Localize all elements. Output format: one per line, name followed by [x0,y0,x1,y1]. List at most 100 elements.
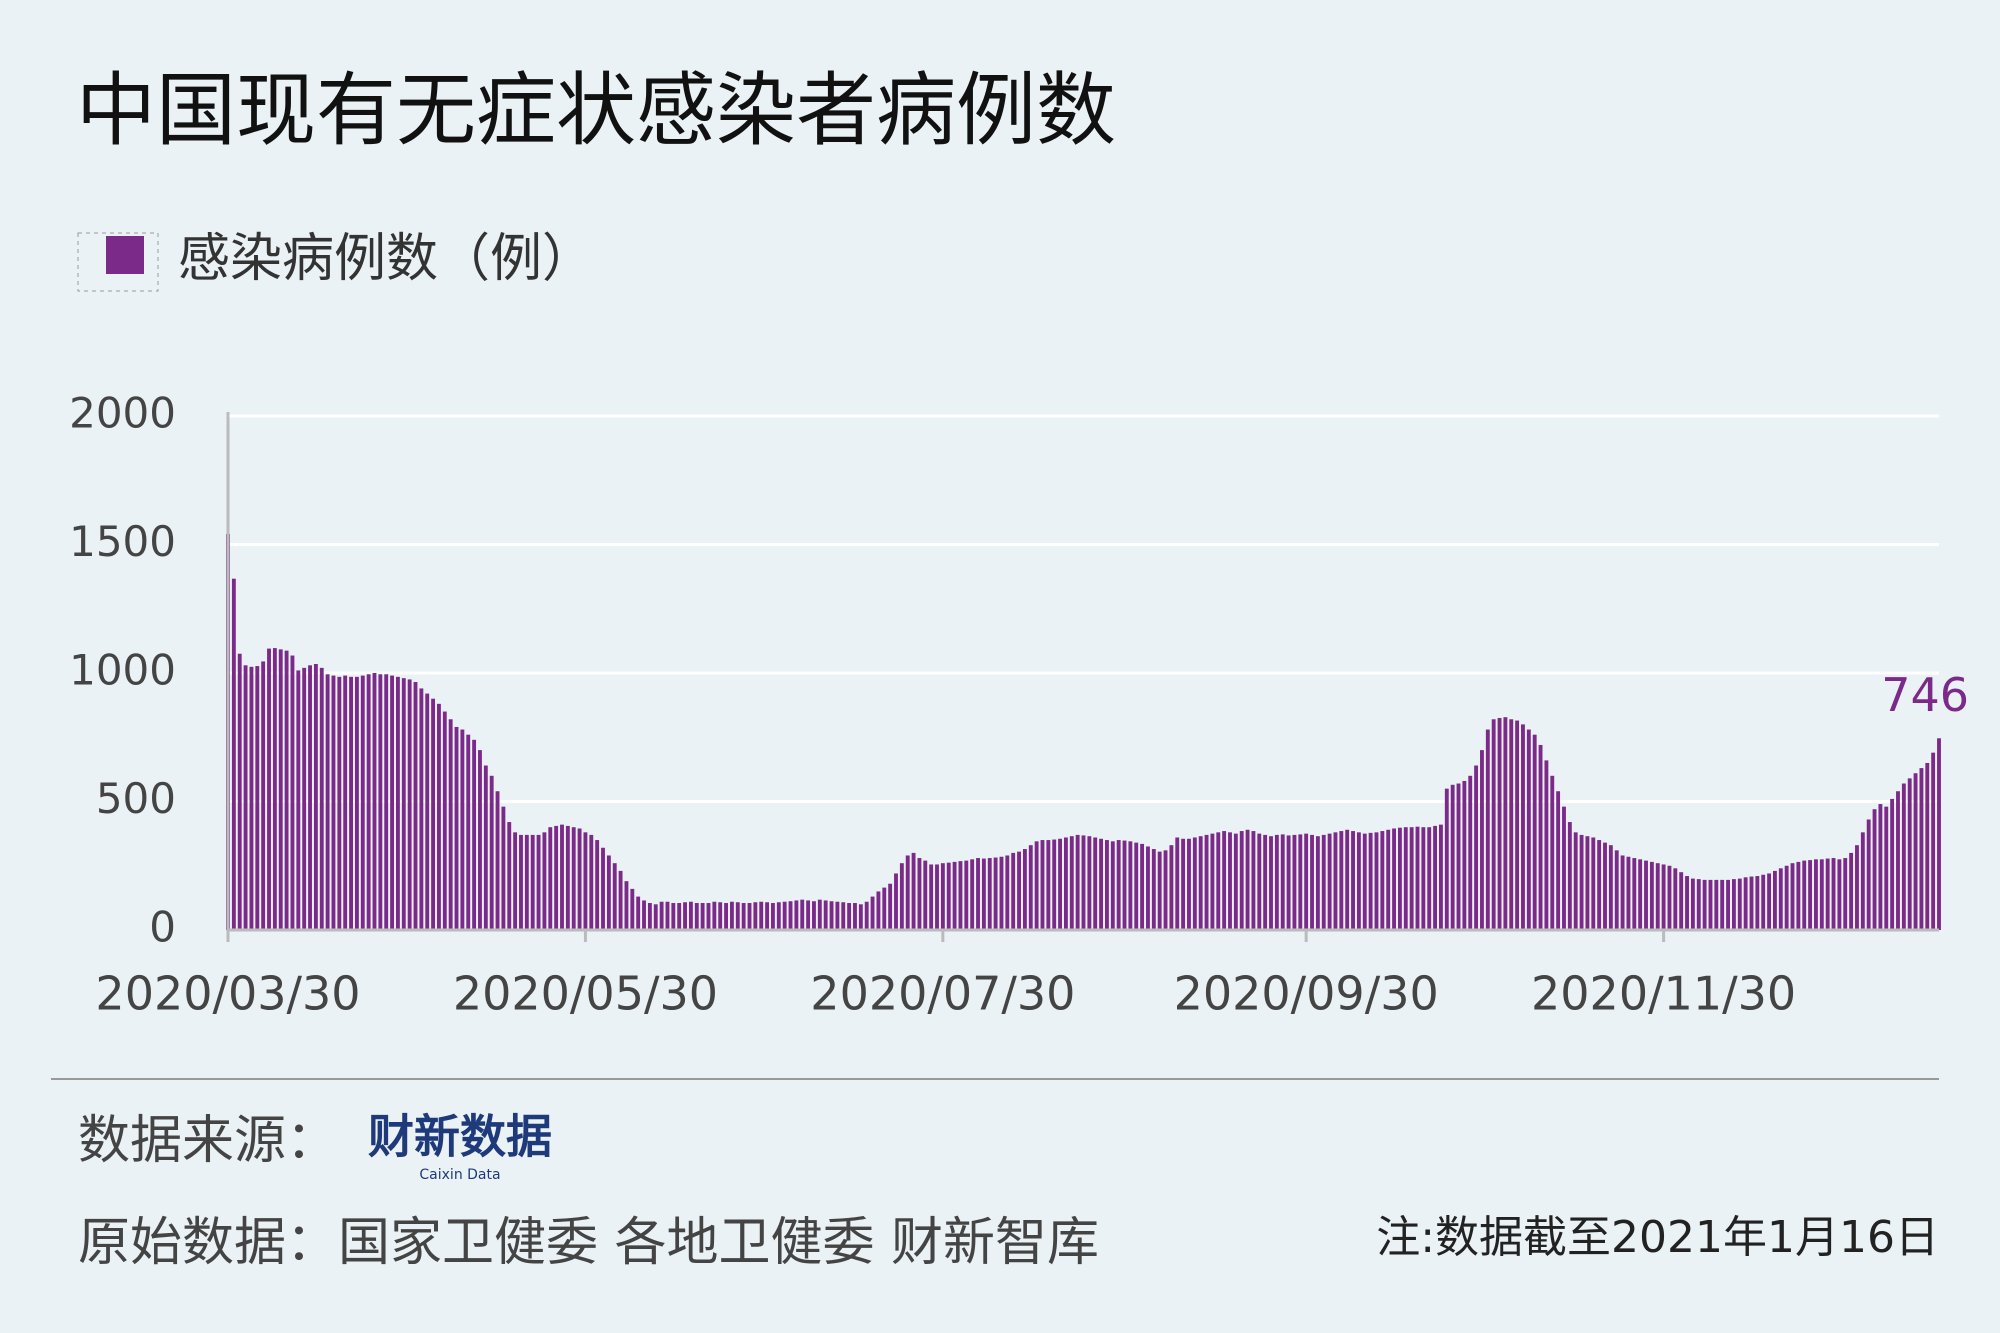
bar [1515,720,1520,930]
bar [882,887,887,930]
bar [782,901,787,930]
bar [1819,859,1824,930]
bar [255,666,260,930]
bar [249,666,254,930]
bar [1913,773,1918,930]
bar [946,862,951,930]
bar [501,806,506,930]
bar [1702,879,1707,930]
bar [1866,819,1871,930]
bar [1333,832,1338,930]
bar [1597,840,1602,930]
bar [1122,840,1127,930]
bar [524,834,529,930]
bar [1310,834,1314,930]
bar [636,896,641,930]
bar [1468,775,1473,930]
legend-swatch [106,236,144,274]
bar [1620,855,1625,930]
bar [876,891,881,930]
bar [360,675,365,930]
bar [630,888,635,930]
bar [952,861,957,930]
bar [1767,873,1772,930]
bar [513,832,518,930]
bar [1351,831,1355,930]
bar [806,900,811,930]
bar [478,750,482,930]
logo-sub: Caixin Data [419,1167,500,1183]
bar [612,863,617,930]
bar [595,840,600,930]
bar [841,902,846,930]
bar [1562,806,1566,930]
bar [1439,824,1443,930]
bar [1286,835,1291,930]
bar [858,904,863,930]
bar [272,648,277,930]
bar [1761,874,1766,930]
bar [1321,834,1326,930]
bar [331,675,336,930]
bar [976,858,980,930]
bar [1573,832,1578,930]
bar [677,903,682,930]
bar [1661,864,1666,930]
bar [1901,783,1906,930]
bar [571,827,576,930]
bar [1673,868,1678,930]
bar [1075,834,1080,930]
bar [261,661,266,930]
bar [1585,836,1590,930]
bar [1907,778,1912,930]
bar [659,901,664,930]
bar [823,900,828,930]
bar [1462,780,1467,930]
bar [401,678,406,930]
source-label: 数据来源： [78,1111,338,1171]
bar [1638,859,1643,930]
bar [530,834,535,930]
bar [606,855,611,930]
bar [1649,861,1654,930]
bar [1087,836,1092,930]
bar [489,775,494,930]
bar [542,832,547,930]
bar [999,856,1004,930]
bar [1526,729,1531,930]
bar [390,675,395,930]
bar [519,834,523,930]
bar [940,863,945,930]
bar [958,861,963,930]
bar [894,873,898,930]
bar [905,855,910,930]
bar [395,676,400,930]
x-tick-label: 2020/11/30 [1531,967,1796,1021]
bar [1855,845,1859,930]
bar [1790,863,1795,930]
bar [337,676,342,930]
bar [472,739,477,930]
bar [325,674,330,930]
bar [1608,845,1613,930]
bar [753,902,758,930]
bar [1052,839,1057,930]
bar [577,828,582,930]
x-tick-label: 2020/07/30 [810,967,1075,1021]
bar [1146,846,1150,930]
bar [442,711,447,930]
bar [741,903,746,930]
x-tick-label: 2020/05/30 [453,967,718,1021]
bar [1544,760,1549,930]
legend-box [77,232,159,292]
bar [1849,852,1854,930]
bar [1521,724,1525,930]
bar [1151,849,1156,930]
bar [1644,860,1648,930]
bar [313,664,318,930]
bar [765,902,770,930]
bar [724,903,728,930]
bar [812,901,816,930]
